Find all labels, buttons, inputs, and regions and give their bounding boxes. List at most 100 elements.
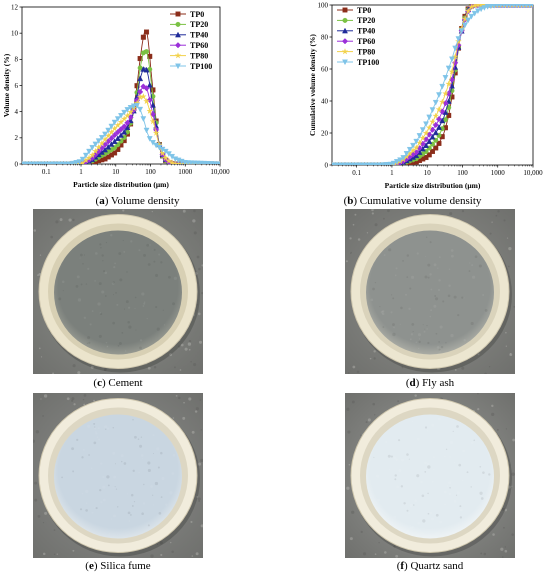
data-point-tp40	[146, 81, 153, 88]
y-axis-title: Cumulative volume density (%)	[308, 34, 317, 136]
floor-speckle	[71, 399, 74, 402]
powder-grain	[422, 519, 426, 523]
data-point-tp100	[400, 155, 407, 161]
floor-speckle	[198, 500, 201, 502]
floor-speckle	[357, 238, 361, 241]
floor-speckle	[505, 345, 507, 347]
powder-grain	[382, 310, 385, 313]
floor-speckle	[395, 554, 399, 558]
powder-grain	[134, 296, 137, 299]
floor-speckle	[50, 235, 54, 239]
data-point-tp100	[478, 6, 485, 13]
data-point-tp80	[107, 128, 115, 136]
data-point-tp80	[464, 7, 472, 15]
data-point-tp80	[101, 135, 109, 143]
floor-speckle	[187, 342, 192, 346]
floor-speckle	[200, 524, 203, 528]
data-point-tp100	[95, 138, 102, 144]
data-point-tp100	[387, 161, 394, 165]
powder-grain	[409, 479, 411, 481]
powder-grain	[393, 326, 395, 329]
powder-grain	[427, 465, 431, 469]
powder-grain	[416, 474, 420, 478]
powder-grain	[435, 513, 439, 517]
powder-grain	[423, 330, 426, 333]
floor-speckle	[171, 550, 174, 554]
powder-grain	[439, 520, 443, 524]
floor-speckle	[196, 255, 200, 259]
floor-speckle	[197, 312, 201, 316]
powder-grain	[411, 322, 415, 326]
floor-speckle	[488, 366, 491, 368]
legend-label-tp40: TP40	[190, 31, 208, 40]
data-point-tp100	[452, 45, 459, 52]
powder-grain	[160, 496, 163, 499]
x-tick-label: 0.1	[352, 169, 361, 177]
data-point-tp100	[423, 121, 429, 128]
powder-grain	[100, 247, 102, 249]
powder-grain	[377, 498, 380, 502]
data-point-tp0	[436, 140, 442, 146]
powder-grain	[459, 505, 462, 508]
floor-speckle	[513, 305, 515, 308]
floor-speckle	[347, 372, 350, 374]
powder-grain	[91, 511, 94, 514]
powder-grain	[125, 300, 129, 304]
data-point-tp40	[102, 146, 108, 153]
powder-grain	[119, 278, 123, 282]
floor-speckle	[193, 231, 197, 235]
data-point-tp80	[92, 147, 99, 155]
caption-b-text: Cumulative volume density	[359, 195, 482, 207]
powder-grain	[143, 253, 147, 257]
powder-grain	[158, 253, 161, 256]
floor-speckle	[193, 362, 197, 367]
powder-grain	[430, 517, 435, 521]
powder-grain	[430, 309, 433, 312]
data-point-tp0	[429, 148, 435, 154]
powder-grain	[112, 487, 114, 489]
floor-speckle	[483, 552, 487, 556]
powder-grain	[127, 306, 131, 309]
data-point-tp100	[468, 13, 475, 20]
powder-grain	[128, 325, 132, 329]
legend-label-tp60: TP60	[357, 37, 375, 46]
legend-marker-tp0	[175, 11, 181, 17]
caption-e-letter: e	[88, 560, 94, 572]
powder-grain	[111, 282, 115, 285]
silica-fume-photo	[33, 393, 203, 558]
floor-speckle	[170, 541, 172, 544]
powder-grain	[431, 441, 433, 443]
powder-grain	[121, 331, 124, 334]
data-point-tp100	[458, 28, 465, 34]
floor-speckle	[151, 210, 153, 213]
floor-speckle	[489, 232, 492, 235]
floor-speckle	[360, 434, 362, 436]
data-point-tp40	[111, 138, 118, 144]
floor-speckle	[507, 265, 510, 268]
powder-grain	[93, 506, 96, 509]
floor-speckle	[37, 515, 41, 518]
floor-speckle	[172, 417, 175, 419]
powder-grain	[427, 263, 431, 267]
powder-grain	[434, 297, 439, 301]
powder-grain	[435, 332, 438, 335]
floor-speckle	[55, 220, 59, 224]
powder-grain	[162, 309, 164, 311]
floor-speckle	[497, 210, 500, 213]
caption-c-text: Cement	[108, 377, 143, 389]
floor-speckle	[83, 403, 86, 406]
caption-b: (b) Cumulative volume density	[343, 195, 482, 207]
powder-grain	[472, 275, 476, 279]
data-point-tp40	[150, 102, 156, 108]
data-point-tp100	[79, 156, 86, 163]
powder-grain	[458, 463, 462, 467]
legend-marker-tp100	[175, 63, 181, 70]
floor-speckle	[374, 553, 377, 555]
powder-grain	[172, 453, 176, 457]
powder-grain	[165, 503, 168, 506]
data-point-tp80	[442, 89, 449, 97]
floor-speckle	[53, 529, 56, 531]
series-tp60	[22, 83, 220, 164]
y-tick-label: 0	[15, 160, 19, 168]
